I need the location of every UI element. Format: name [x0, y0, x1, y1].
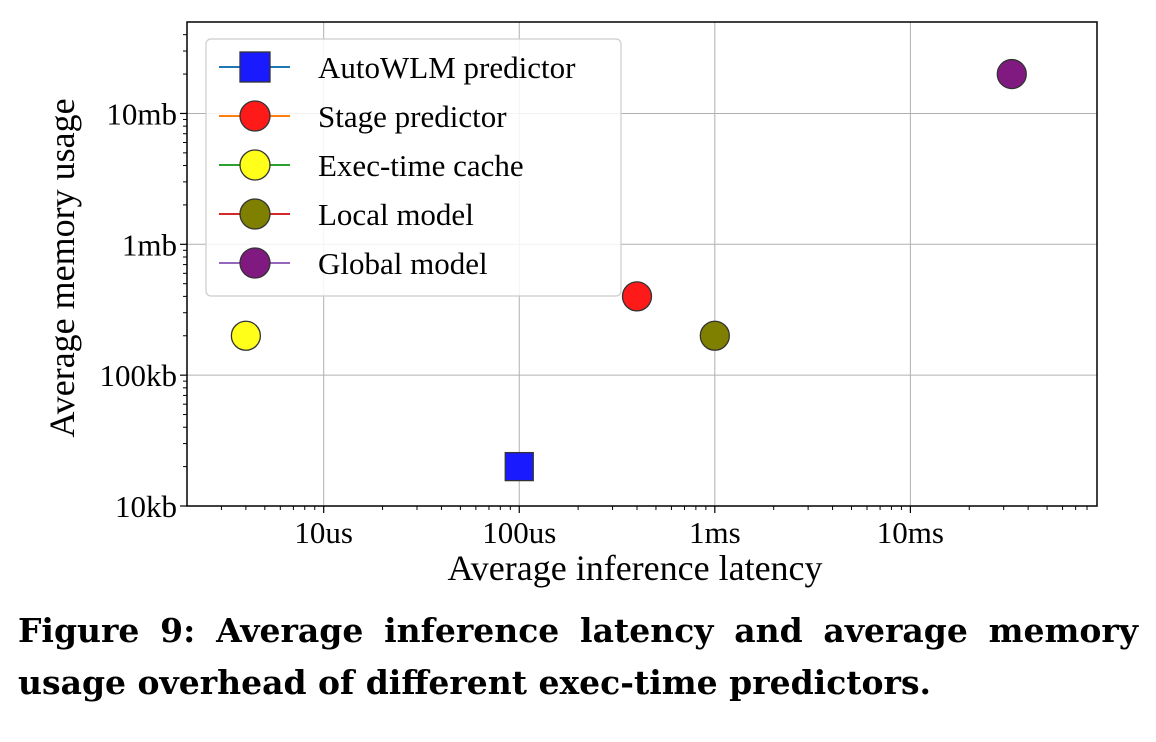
data-point [996, 58, 1027, 90]
y-tick-label: 100kb [100, 358, 178, 393]
legend-marker [239, 198, 271, 230]
legend-label: AutoWLM predictor [318, 50, 576, 85]
data-points [230, 58, 1027, 482]
data-point [621, 281, 653, 312]
legend-marker [239, 149, 271, 181]
legend-marker [239, 100, 271, 132]
legend-label: Local model [318, 197, 474, 232]
data-point [230, 320, 262, 351]
legend-marker [239, 51, 271, 83]
y-tick-label: 10kb [115, 489, 177, 524]
x-tick-label: 1ms [689, 515, 741, 550]
legend-label: Stage predictor [318, 99, 507, 134]
data-point [504, 451, 534, 482]
x-tick-label: 10us [294, 515, 353, 550]
y-tick-label: 1mb [122, 227, 177, 262]
y-axis-label: Average memory usage [42, 98, 82, 437]
axis-ticks: 10us 100us 1ms 10ms 10kb 100kb 1mb 10mb [100, 34, 1088, 550]
data-point [699, 320, 730, 351]
chart: 10us 100us 1ms 10ms 10kb 100kb 1mb 10mb AutoWLM… [42, 21, 1098, 588]
plot-frame [186, 21, 1098, 507]
legend-box [205, 38, 622, 297]
x-axis-label: Average inference latency [447, 548, 822, 588]
legend-label: Exec-time cache [318, 148, 524, 183]
legend-label: Global model [318, 246, 488, 281]
y-tick-label: 10mb [106, 96, 177, 131]
figure-caption: Figure 9: Average inference latency and … [18, 611, 1138, 702]
legend: AutoWLM predictor Stage predictor Exec-tim… [205, 38, 622, 297]
x-tick-label: 100us [482, 515, 556, 550]
legend-marker [239, 247, 271, 279]
x-tick-label: 10ms [877, 515, 944, 550]
